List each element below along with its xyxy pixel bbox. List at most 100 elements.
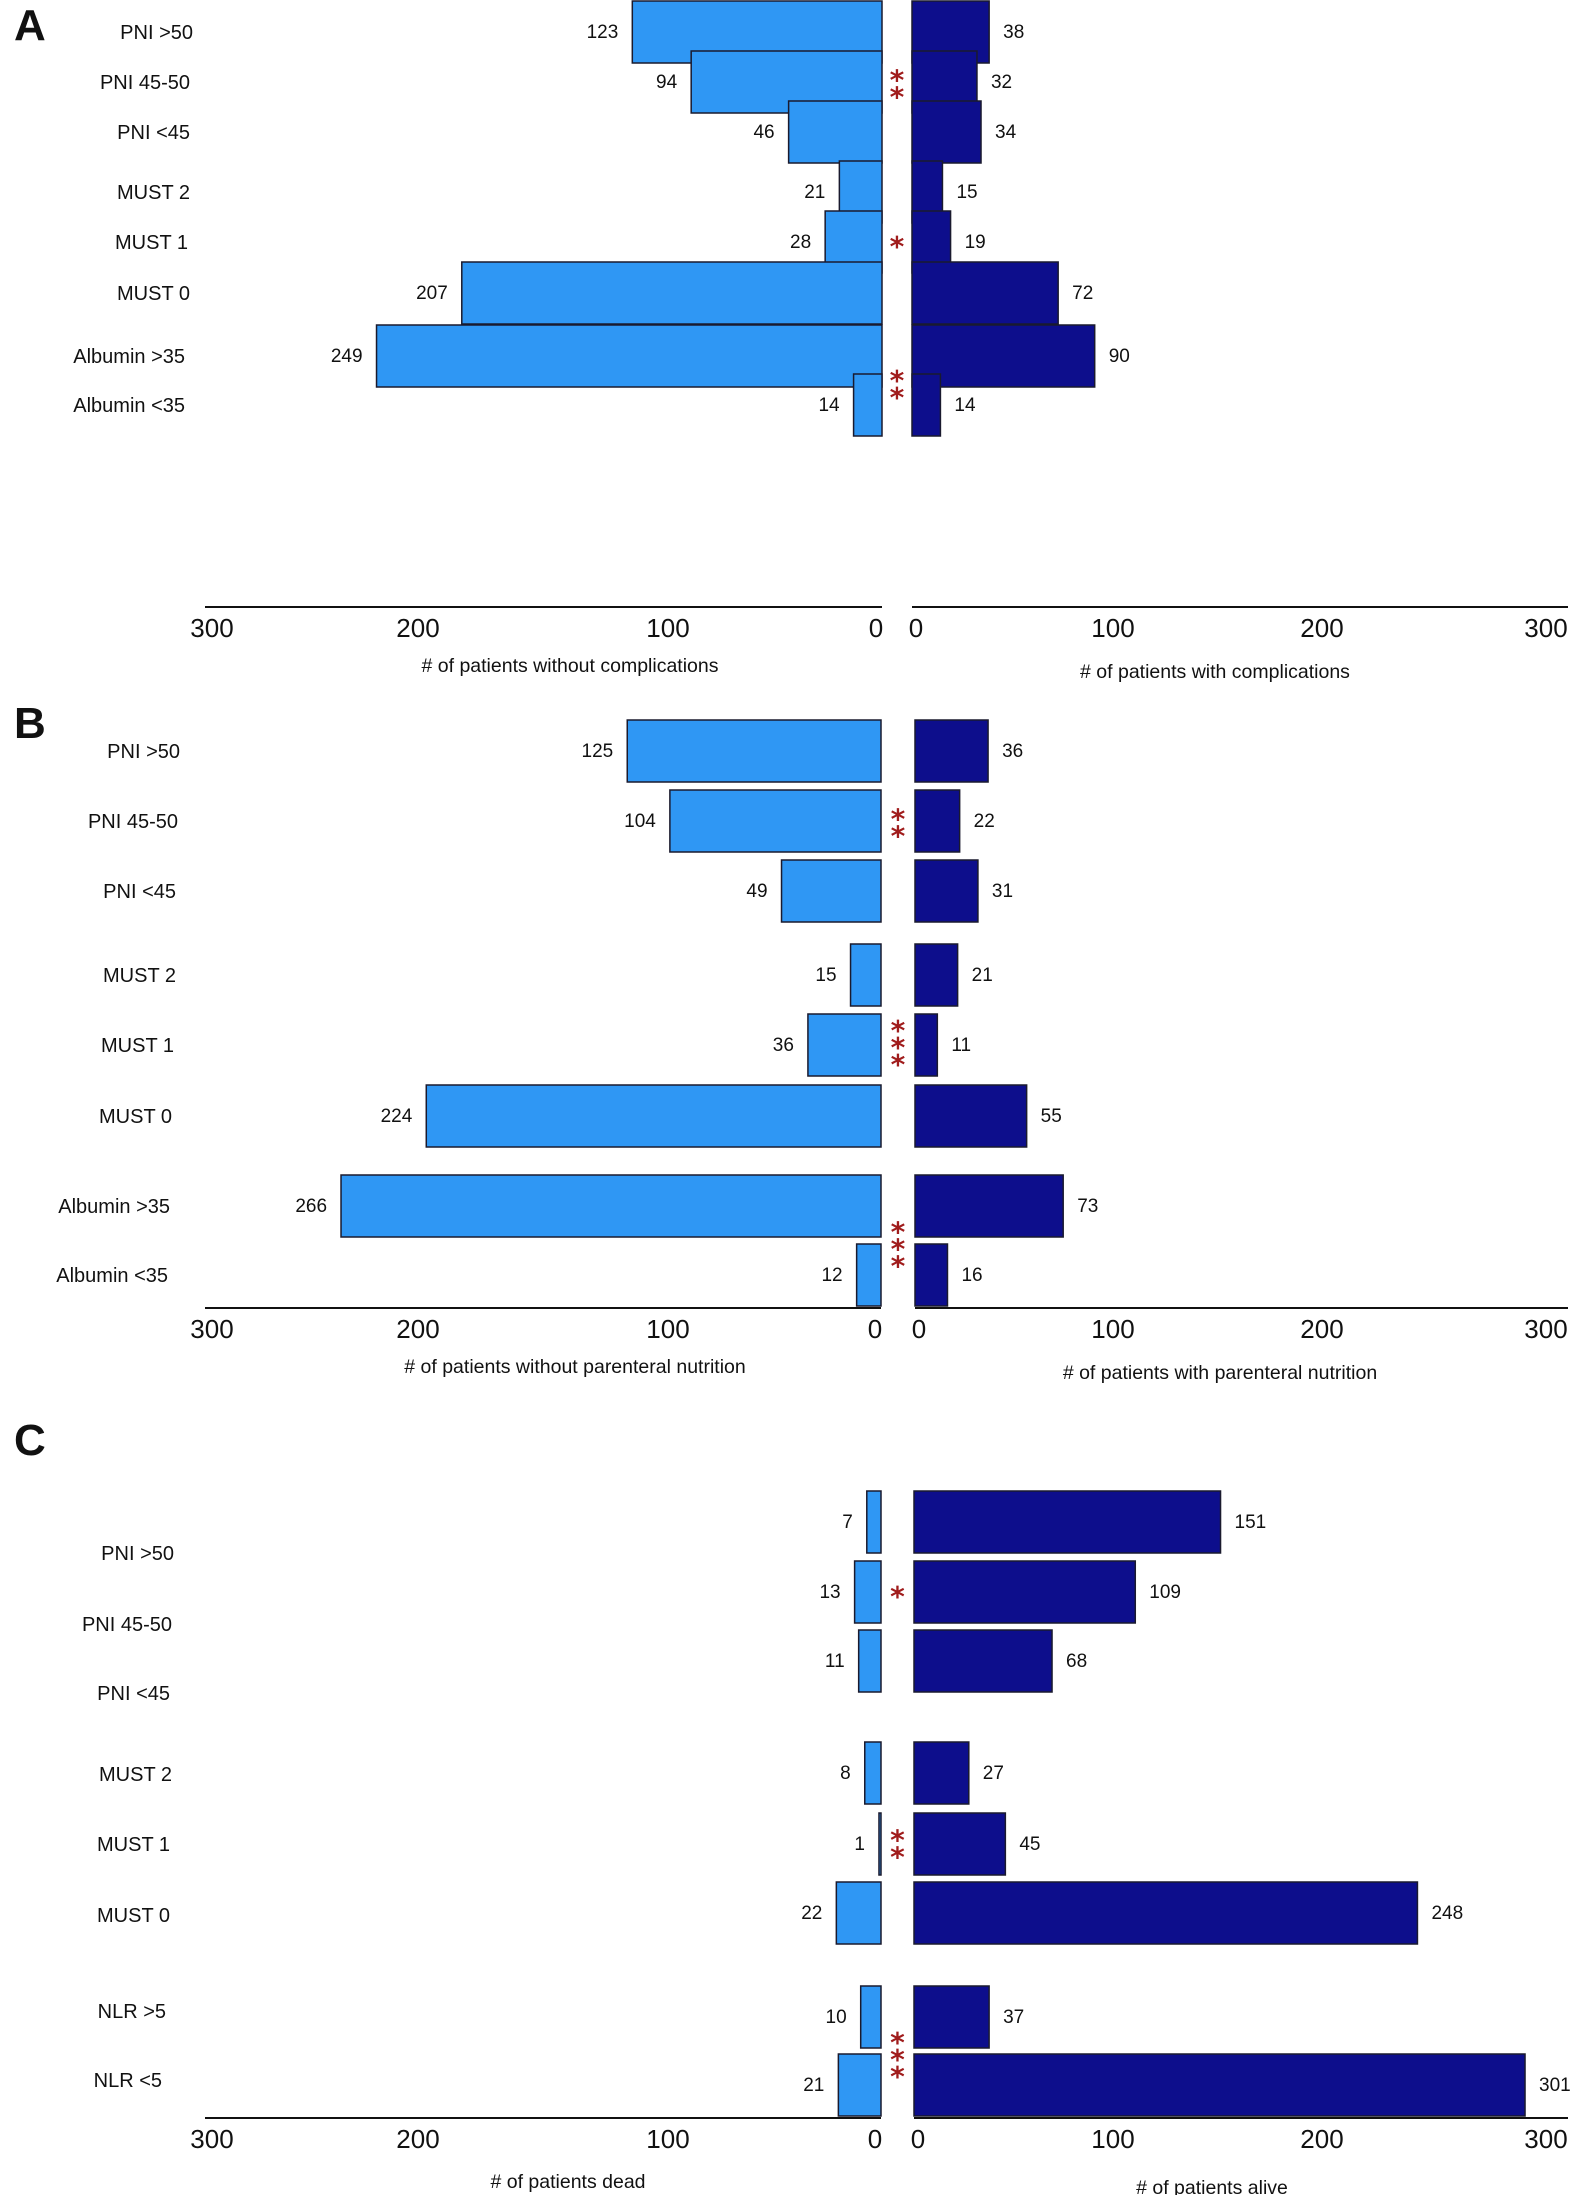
category-label: NLR <5 — [94, 2070, 162, 2092]
left-tick-label: 0 — [868, 1314, 882, 1344]
left-axis-label: # of patients dead — [490, 2171, 645, 2193]
left-value-label: 15 — [815, 965, 836, 986]
asterisk: * — [890, 2026, 905, 2059]
asterisk: * — [891, 803, 906, 836]
left-value-label: 22 — [801, 1903, 822, 1924]
right-value-label: 32 — [991, 72, 1012, 93]
panel-letter: A — [14, 1, 46, 50]
right-bar — [911, 261, 1059, 325]
right-value-label: 31 — [992, 881, 1013, 902]
category-label: Albumin <35 — [73, 395, 185, 417]
right-bar — [913, 1629, 1053, 1693]
right-value-label: 22 — [974, 811, 995, 832]
right-bar — [913, 1741, 970, 1805]
left-tick-label: 300 — [190, 1314, 233, 1344]
left-bar — [375, 324, 883, 388]
left-value-label: 10 — [826, 2007, 847, 2028]
right-value-label: 68 — [1066, 1651, 1087, 1672]
left-bar — [857, 1629, 882, 1693]
right-bar — [913, 1881, 1419, 1945]
asterisk: * — [890, 364, 905, 397]
right-bar — [914, 943, 959, 1007]
left-bar — [787, 100, 883, 164]
left-tick-label: 100 — [646, 1314, 689, 1344]
category-label: Albumin >35 — [58, 1196, 170, 1218]
left-tick-label: 100 — [646, 2124, 689, 2154]
left-value-label: 12 — [821, 1265, 842, 1286]
left-tick-label: 0 — [868, 2124, 882, 2154]
right-tick-label: 300 — [1524, 613, 1567, 643]
asterisk: * — [891, 1216, 906, 1249]
significance-marker: ** — [890, 64, 905, 114]
left-value-label: 46 — [753, 122, 774, 143]
category-label: PNI 45-50 — [100, 72, 190, 94]
left-value-label: 7 — [842, 1512, 853, 1533]
category-label: PNI 45-50 — [82, 1614, 172, 1636]
left-tick-label: 200 — [396, 2124, 439, 2154]
category-label: MUST 2 — [103, 965, 176, 987]
asterisk: * — [891, 1250, 906, 1283]
left-bar — [855, 1243, 882, 1307]
significance-marker: *** — [891, 1014, 906, 1081]
right-bar — [911, 100, 982, 164]
left-bar — [340, 1174, 882, 1238]
left-value-label: 21 — [803, 2075, 824, 2096]
asterisk: * — [891, 1031, 906, 1064]
category-label: PNI <45 — [103, 881, 176, 903]
significance-marker: *** — [891, 1216, 906, 1283]
right-bar — [913, 2053, 1526, 2117]
left-tick-label: 200 — [396, 613, 439, 643]
right-value-label: 37 — [1003, 2007, 1024, 2028]
asterisk: * — [891, 1048, 906, 1081]
left-value-label: 21 — [804, 182, 825, 203]
left-bar — [852, 373, 883, 437]
left-bar — [878, 1812, 882, 1876]
left-value-label: 14 — [818, 395, 840, 416]
right-tick-label: 100 — [1091, 2124, 1134, 2154]
right-tick-label: 0 — [912, 1314, 926, 1344]
asterisk: * — [890, 1580, 905, 1613]
right-value-label: 34 — [995, 122, 1017, 143]
left-tick-label: 300 — [190, 613, 233, 643]
asterisk: * — [890, 2060, 905, 2093]
right-tick-label: 100 — [1091, 1314, 1134, 1344]
right-tick-label: 300 — [1524, 2124, 1567, 2154]
left-axis-label: # of patients without parenteral nutriti… — [404, 1356, 745, 1378]
significance-marker: * — [890, 230, 905, 263]
right-bar — [913, 1812, 1007, 1876]
right-axis-label: # of patients alive — [1136, 2177, 1288, 2195]
left-tick-label: 200 — [396, 1314, 439, 1344]
category-label: PNI <45 — [117, 122, 190, 144]
left-tick-label: 100 — [646, 613, 689, 643]
right-value-label: 90 — [1109, 346, 1130, 367]
left-tick-label: 300 — [190, 2124, 233, 2154]
right-bar — [911, 373, 942, 437]
right-value-label: 14 — [954, 395, 976, 416]
left-bar — [866, 1490, 882, 1554]
category-label: MUST 0 — [117, 283, 190, 305]
left-bar — [425, 1084, 882, 1148]
right-value-label: 151 — [1235, 1512, 1267, 1533]
right-value-label: 11 — [951, 1035, 971, 1056]
significance-marker: ** — [891, 803, 906, 853]
right-tick-label: 0 — [911, 2124, 925, 2154]
right-bar — [914, 1084, 1028, 1148]
left-bar — [853, 1560, 882, 1624]
category-label: MUST 1 — [101, 1035, 174, 1057]
right-value-label: 36 — [1002, 741, 1023, 762]
asterisk: * — [890, 230, 905, 263]
category-label: MUST 2 — [99, 1764, 172, 1786]
left-value-label: 266 — [295, 1196, 327, 1217]
right-bar — [914, 1174, 1064, 1238]
category-label: PNI >50 — [107, 741, 180, 763]
left-value-label: 11 — [825, 1651, 845, 1672]
significance-marker: ** — [890, 364, 905, 414]
right-value-label: 109 — [1149, 1582, 1181, 1603]
left-tick-label: 0 — [869, 613, 883, 643]
panel-b: B PNI >50 125 36 PNI 45-50 104 22 PNI <45 49 31 MU… — [14, 699, 1568, 1384]
right-value-label: 55 — [1041, 1106, 1062, 1127]
right-bar — [913, 1560, 1137, 1624]
right-bar — [913, 1985, 990, 2049]
left-value-label: 125 — [582, 741, 614, 762]
panel-a: A PNI >50 123 38 PNI 45-50 94 32 PNI <45 46 34 MUS… — [14, 0, 1568, 683]
